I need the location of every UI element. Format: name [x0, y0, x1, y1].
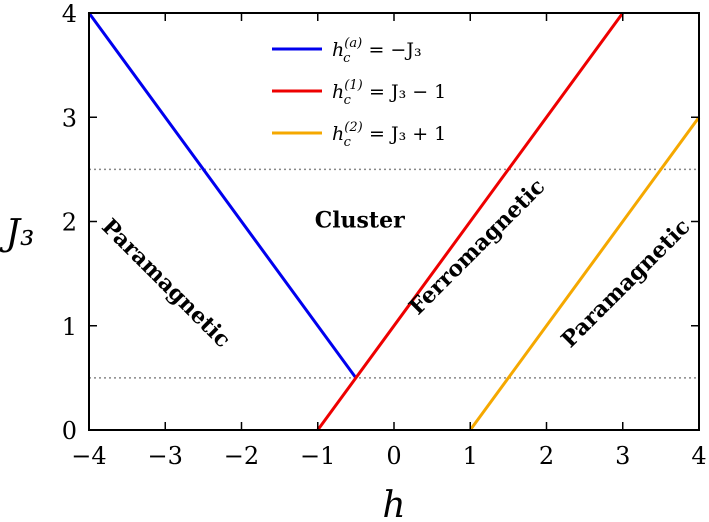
series-line-0	[87, 12, 358, 379]
y-tick-label: 0	[62, 417, 77, 445]
legend-label-1: h(1) c = J₃ − 1	[332, 78, 446, 108]
x-tick-label: −1	[300, 442, 335, 470]
y-axis-label: J₃	[0, 213, 34, 254]
x-tick-label: 3	[615, 442, 630, 470]
axis-ticks: −4 −3 −2 −1 0 1 2 3 4 0 1 2 3 4	[62, 0, 707, 470]
y-tick-label: 1	[62, 313, 77, 341]
series-line-1	[316, 12, 624, 431]
region-label-2: Ferromagnetic	[404, 174, 550, 320]
region-label-1: Cluster	[315, 208, 405, 234]
x-tick-label: 0	[386, 442, 401, 470]
axis-labels: h J₃	[0, 213, 406, 522]
x-tick-label: 4	[691, 442, 706, 470]
series-line-2	[469, 116, 701, 431]
legend-label-0: h(a) c = −J₃	[332, 36, 422, 66]
x-tick-label: 2	[539, 442, 554, 470]
y-tick-label: 4	[62, 0, 77, 28]
reference-lines	[89, 168, 699, 379]
x-axis-label: h	[382, 485, 405, 522]
y-tick-label: 2	[62, 209, 77, 237]
series-lines	[87, 12, 701, 431]
x-tick-label: −4	[71, 442, 106, 470]
legend: h(a) c = −J₃ h(1) c = J₃ − 1 h(2) c = J₃ + 1	[272, 36, 446, 150]
x-tick-label: −3	[148, 442, 183, 470]
x-tick-label: −2	[224, 442, 259, 470]
legend-label-2: h(2) c = J₃ + 1	[332, 120, 446, 150]
y-tick-label: 3	[62, 104, 77, 132]
region-label-0: Paramagnetic	[96, 214, 235, 353]
x-tick-label: 1	[463, 442, 478, 470]
region-labels: Paramagnetic Cluster Ferromagnetic Paramagn…	[96, 174, 695, 353]
